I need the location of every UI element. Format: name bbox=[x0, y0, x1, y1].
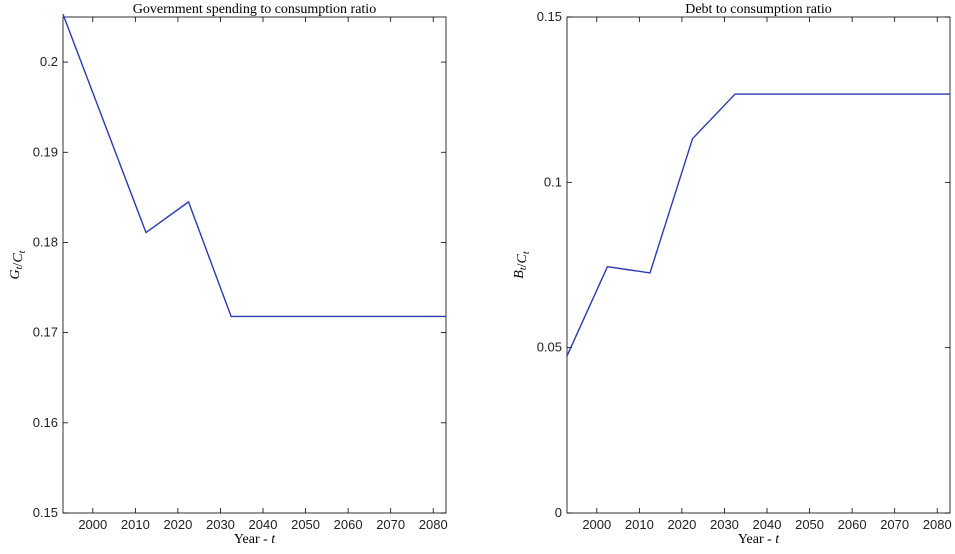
y-tick-label: 0.15 bbox=[537, 9, 562, 24]
x-tick-label: 2010 bbox=[121, 517, 150, 532]
y-tick-label: 0.18 bbox=[33, 234, 58, 249]
x-tick-label: 2070 bbox=[880, 517, 909, 532]
x-tick-label: 2060 bbox=[838, 517, 867, 532]
x-tick-label: 2070 bbox=[376, 517, 405, 532]
subplot-1: Government spending to consumption ratio… bbox=[8, 2, 448, 547]
x-tick-label: 2000 bbox=[78, 517, 107, 532]
x-tick-label: 2020 bbox=[163, 517, 192, 532]
x-tick-label: 2060 bbox=[334, 517, 363, 532]
x-tick-label: 2080 bbox=[923, 517, 952, 532]
x-tick-label: 2000 bbox=[582, 517, 611, 532]
y-axis-label: Bt/Ct bbox=[512, 251, 532, 279]
x-tick-label: 2040 bbox=[249, 517, 278, 532]
x-axis-label: Year - t bbox=[234, 532, 276, 547]
y-tick-label: 0 bbox=[555, 505, 562, 520]
x-tick-label: 2010 bbox=[625, 517, 654, 532]
series-line bbox=[566, 93, 950, 357]
y-tick-label: 0.16 bbox=[33, 415, 58, 430]
x-tick-label: 2050 bbox=[291, 517, 320, 532]
x-tick-label: 2050 bbox=[795, 517, 824, 532]
y-tick-label: 0.19 bbox=[33, 144, 58, 159]
chart-title: Debt to consumption ratio bbox=[685, 2, 832, 17]
plot-frame bbox=[566, 16, 951, 514]
x-tick-label: 2040 bbox=[753, 517, 782, 532]
x-tick-label: 2030 bbox=[710, 517, 739, 532]
y-tick-label: 0.15 bbox=[33, 505, 58, 520]
y-tick-label: 0.17 bbox=[33, 325, 58, 340]
y-tick-label: 0.2 bbox=[40, 54, 58, 69]
x-tick-label: 2080 bbox=[419, 517, 448, 532]
y-tick-label: 0.1 bbox=[544, 174, 562, 189]
plot-frame bbox=[62, 16, 447, 514]
x-axis-label: Year - t bbox=[738, 532, 780, 547]
x-tick-label: 2030 bbox=[206, 517, 235, 532]
subplot-2: Debt to consumption ratio 2000 2010 2020 203… bbox=[512, 2, 952, 547]
y-axis-label: Gt/Ct bbox=[8, 250, 28, 279]
chart-title: Government spending to consumption ratio bbox=[133, 2, 376, 17]
y-tick-label: 0.05 bbox=[537, 340, 562, 355]
series-line bbox=[62, 14, 446, 318]
x-tick-label: 2020 bbox=[667, 517, 696, 532]
